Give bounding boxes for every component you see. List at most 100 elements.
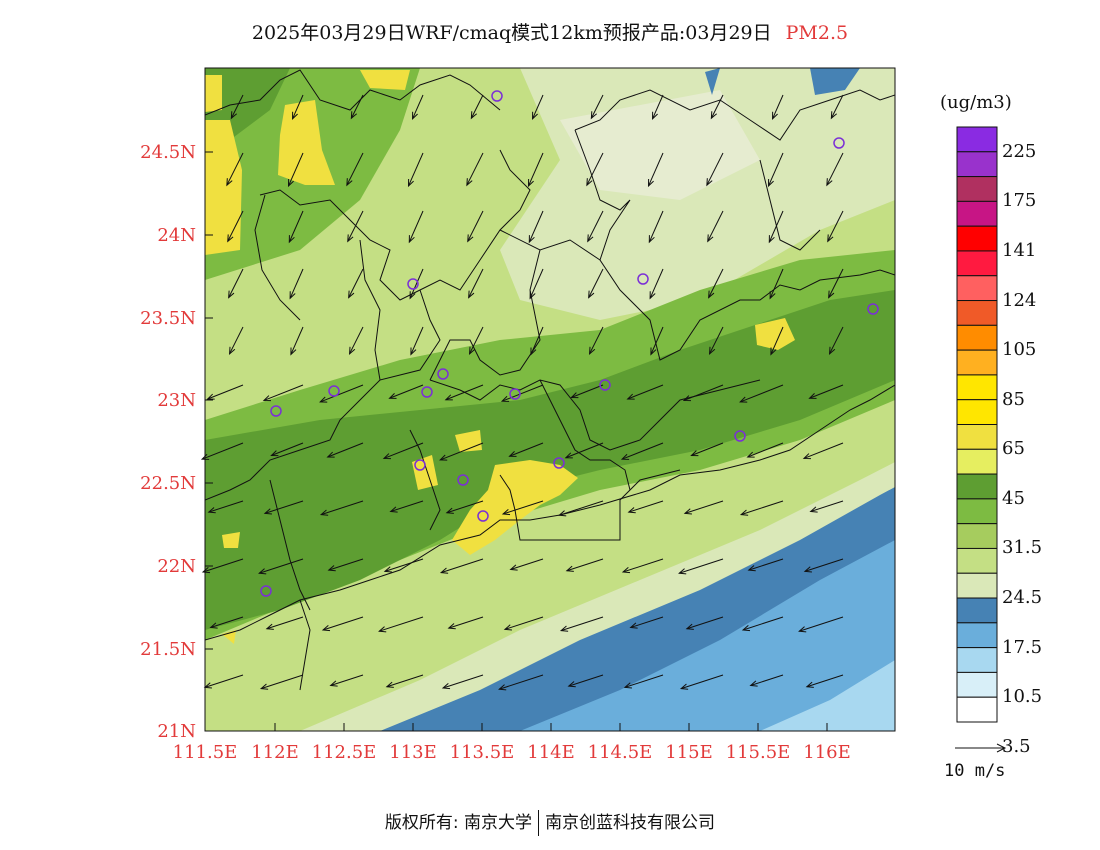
wind-arrow (588, 326, 604, 355)
wind-arrow (808, 384, 844, 399)
wind-arrow (290, 326, 304, 356)
wind-arrow (708, 268, 724, 299)
colorbar-swatch (956, 225, 998, 252)
colorbar-label: 10.5 (1002, 686, 1043, 708)
lon-tick-label: 114.5E (588, 742, 653, 763)
wind-arrow (649, 268, 664, 300)
colorbar-label: 225 (1002, 140, 1037, 162)
colorbar-label: 175 (1002, 190, 1037, 212)
station-marker (437, 368, 449, 380)
lon-tick-label: 116E (803, 742, 851, 763)
wind-arrow (690, 442, 724, 457)
wind-arrow (230, 94, 244, 120)
station-marker (833, 137, 845, 149)
lon-tick-label: 113E (389, 742, 437, 763)
wind-arrow (327, 558, 364, 572)
colorbar-swatch (956, 300, 998, 326)
wind-arrow (828, 268, 844, 299)
wind-arrow (319, 384, 364, 403)
wind-arrow (408, 210, 424, 244)
wind-arrow (292, 94, 304, 120)
wind-arrow (329, 674, 364, 687)
wind-arrow (348, 326, 364, 355)
map-title: 2025年03月29日WRF/cmaq模式12km预报产品:03月29日 PM2.… (0, 18, 1100, 45)
lat-tick-label: 23N (157, 390, 196, 411)
wind-arrow (803, 558, 844, 573)
colorbar-label: 17.5 (1002, 636, 1043, 658)
wind-arrow (567, 674, 604, 688)
station-marker (599, 379, 611, 391)
wind-arrow (739, 384, 784, 403)
wind-arrow (627, 500, 664, 514)
wind-arrow (830, 94, 844, 120)
monitoring-stations (260, 90, 879, 597)
colorbar-swatch (956, 324, 998, 351)
lat-tick-label: 22.5N (140, 473, 196, 494)
wind-arrow (288, 210, 304, 244)
station-marker (260, 585, 272, 597)
lat-tick-label: 21.5N (140, 639, 196, 660)
station-marker (637, 273, 649, 285)
colorbar-swatch (956, 349, 998, 376)
colorbar-label: 105 (1002, 339, 1037, 361)
colorbar-swatch (956, 671, 998, 698)
wind-arrow (206, 384, 244, 400)
copyright-separator (538, 810, 540, 836)
colorbar-swatch (956, 572, 998, 599)
wind-arrow (739, 500, 784, 516)
colorbar-swatch (956, 622, 998, 649)
wind-arrow (228, 268, 244, 299)
colorbar-swatch (956, 275, 998, 302)
wind-arrow (447, 616, 484, 630)
wind-arrow (500, 384, 544, 402)
colorbar-swatch (956, 448, 998, 475)
wind-arrow (262, 384, 304, 402)
wind-arrow (468, 268, 484, 299)
wind-arrow (767, 152, 784, 188)
wind-arrow (501, 500, 544, 516)
station-marker (407, 278, 419, 290)
boundary-lines (205, 69, 895, 691)
colorbar-label: 3.5 (1002, 735, 1031, 757)
wind-arrow (710, 94, 724, 120)
lon-tick-label: 115.5E (726, 742, 791, 763)
copyright-owner-1: 版权所有: 南京大学 (384, 813, 533, 833)
colorbar-label: 85 (1002, 388, 1025, 410)
colorbar-swatch (956, 523, 998, 549)
lon-tick-label: 114E (527, 742, 575, 763)
colorbar-swatch (956, 498, 998, 525)
colorbar-unit: (ug/m3) (940, 92, 1012, 113)
wind-arrow (629, 616, 664, 629)
wind-arrow (289, 268, 304, 300)
lon-tick-label: 115E (665, 742, 713, 763)
wind-arrow (509, 558, 544, 571)
wind-arrow (749, 674, 784, 687)
copyright-owner-2: 南京创蓝科技有限公司 (545, 813, 716, 833)
colorbar-swatch (956, 200, 998, 227)
wind-arrow (746, 442, 784, 458)
station-marker (491, 90, 503, 102)
station-marker (867, 303, 879, 315)
wind-arrow (439, 558, 484, 574)
station-marker (734, 430, 746, 442)
wind-arrow (769, 268, 784, 300)
wind-arrow (389, 500, 424, 513)
wind-arrow (706, 152, 724, 187)
lat-tick-label: 24.5N (140, 142, 196, 163)
wind-arrow (528, 210, 544, 244)
lon-tick-label: 111.5E (173, 742, 238, 763)
wind-arrow (346, 152, 364, 187)
concentration-field (205, 68, 895, 731)
wind-arrow (207, 500, 244, 514)
station-marker (421, 386, 433, 398)
wind-arrow (347, 210, 364, 243)
wind-arrow (227, 210, 244, 243)
wind-arrow (826, 152, 844, 187)
wind-arrow (741, 616, 784, 632)
wind-arrow (263, 500, 304, 515)
wind-arrow (648, 210, 664, 244)
station-marker (328, 385, 340, 397)
wind-arrow (350, 94, 364, 120)
wind-arrow (441, 674, 484, 690)
wind-arrows (200, 94, 844, 691)
